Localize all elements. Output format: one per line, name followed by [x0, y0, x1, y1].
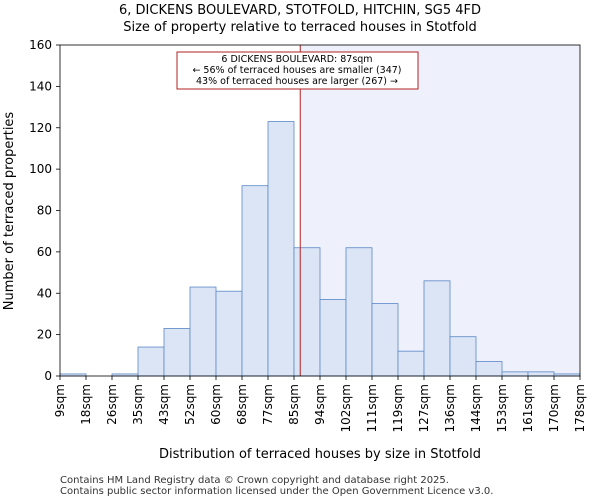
x-tick-label-136sqm: 136sqm — [443, 384, 457, 432]
x-tick-label-178sqm: 178sqm — [573, 384, 587, 432]
bar-119sqm — [397, 350, 425, 377]
bar-94sqm — [319, 299, 347, 377]
x-tick-label-68sqm: 68sqm — [235, 384, 249, 425]
footer-line-1: Contains HM Land Registry data © Crown c… — [60, 475, 449, 486]
annotation-border — [176, 51, 419, 90]
bar-153sqm — [501, 371, 529, 377]
y-tick-label-40: 40 — [37, 286, 52, 300]
x-tick-label-161sqm: 161sqm — [521, 384, 535, 432]
bar-85sqm — [293, 247, 321, 377]
bar-127sqm — [423, 280, 451, 377]
x-tick-label-153sqm: 153sqm — [495, 384, 509, 432]
y-axis: 0 20 40 60 80 100 120 140 160 — [29, 38, 60, 383]
y-tick-label-160: 160 — [29, 38, 52, 52]
footer-line-2: Contains public sector information licen… — [60, 486, 493, 497]
bar-52sqm — [189, 286, 217, 377]
y-tick-label-140: 140 — [29, 79, 52, 93]
bar-111sqm — [371, 303, 399, 377]
annotation-smaller: ← 56% of terraced houses are smaller (34… — [192, 65, 401, 76]
bar-35sqm — [137, 346, 165, 377]
y-axis-label: Number of terraced properties — [2, 112, 17, 311]
x-tick-label-18sqm: 18sqm — [79, 384, 93, 425]
y-tick-label-60: 60 — [37, 245, 52, 259]
x-tick-label-102sqm: 102sqm — [339, 384, 353, 432]
y-tick-label-20: 20 — [37, 328, 52, 342]
bar-68sqm — [241, 185, 269, 377]
x-axis: 9sqm 18sqm 26sqm 35sqm 43sqm 52sqm 60sqm 68sqm 7… — [53, 376, 587, 432]
x-tick-label-94sqm: 94sqm — [313, 384, 327, 425]
x-tick-label-9sqm: 9sqm — [53, 384, 67, 417]
y-tick-label-80: 80 — [37, 204, 52, 218]
x-tick-label-119sqm: 119sqm — [391, 384, 405, 432]
chart-subtitle: Size of property relative to terraced ho… — [123, 20, 477, 35]
annotation-larger: 43% of terraced houses are larger (267) … — [196, 76, 398, 87]
bar-77sqm — [267, 121, 295, 377]
annotation-title: 6 DICKENS BOULEVARD: 87sqm — [221, 54, 372, 65]
x-tick-label-52sqm: 52sqm — [183, 384, 197, 425]
x-tick-label-111sqm: 111sqm — [365, 384, 379, 432]
bars-group — [59, 121, 581, 377]
bar-102sqm — [345, 247, 373, 377]
bar-144sqm — [475, 361, 503, 377]
x-tick-label-170sqm: 170sqm — [547, 384, 561, 432]
x-axis-label: Distribution of terraced houses by size … — [159, 447, 481, 462]
x-tick-label-35sqm: 35sqm — [131, 384, 145, 425]
y-tick-label-0: 0 — [44, 369, 52, 383]
x-tick-label-43sqm: 43sqm — [157, 384, 171, 425]
x-tick-label-60sqm: 60sqm — [209, 384, 223, 425]
x-tick-label-144sqm: 144sqm — [469, 384, 483, 432]
x-tick-label-77sqm: 77sqm — [261, 384, 275, 425]
x-tick-label-26sqm: 26sqm — [105, 384, 119, 425]
x-tick-label-85sqm: 85sqm — [287, 384, 301, 425]
bar-43sqm — [163, 328, 191, 377]
y-tick-label-120: 120 — [29, 121, 52, 135]
x-tick-label-127sqm: 127sqm — [417, 384, 431, 432]
annotation-box: 6 DICKENS BOULEVARD: 87sqm ← 56% of terr… — [176, 51, 419, 90]
y-tick-label-100: 100 — [29, 162, 52, 176]
chart-title: 6, DICKENS BOULEVARD, STOTFOLD, HITCHIN,… — [119, 3, 481, 18]
bar-60sqm — [215, 290, 243, 377]
bar-136sqm — [449, 336, 477, 377]
bar-161sqm — [527, 371, 555, 377]
